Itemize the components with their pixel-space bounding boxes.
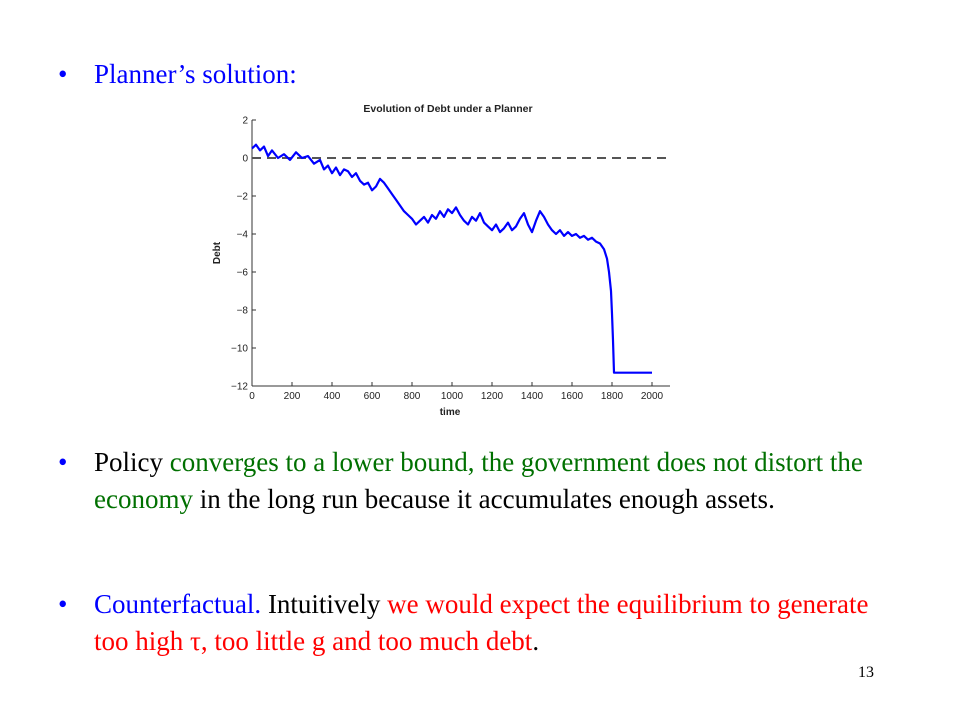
y-tick-label: 2 (242, 116, 248, 127)
x-ticks: 0 200 400 600 800 1000 1200 1400 1600 1800 2000 (249, 382, 664, 402)
bullet-text: Policy converges to a lower bound, the g… (94, 444, 878, 518)
bullet-dot: • (58, 447, 68, 477)
x-tick-label: 800 (404, 391, 421, 402)
counterfactual-word: Counterfactual. (94, 589, 262, 619)
y-tick-label: −6 (237, 268, 249, 279)
bullet-planners-solution: • Planner’s solution: (58, 56, 858, 93)
y-axis-label: Debt (212, 241, 223, 264)
debt-chart: Evolution of Debt under a Planner 2 0 −2 −4… (212, 103, 672, 418)
y-tick-label: −12 (231, 382, 248, 393)
bullet-dot: • (58, 589, 68, 619)
expectation-phrase: we would expect the equilibrium to gener… (94, 589, 869, 656)
x-tick-label: 200 (284, 391, 301, 402)
intuitively-word: Intuitively (261, 589, 388, 619)
x-tick-label: 400 (324, 391, 341, 402)
x-tick-label: 600 (364, 391, 381, 402)
x-tick-label: 1600 (561, 391, 584, 402)
converges-phrase: converges to a lower bound, the governme… (94, 447, 863, 514)
y-tick-label: 0 (242, 154, 248, 165)
plot-frame (251, 119, 671, 387)
bullet-policy: • Policy converges to a lower bound, the… (58, 444, 878, 518)
x-tick-label: 1400 (521, 391, 544, 402)
x-tick-label: 2000 (641, 391, 664, 402)
x-tick-label: 1800 (601, 391, 624, 402)
bullet-text: Counterfactual. Intuitively we would exp… (94, 586, 878, 660)
y-tick-label: −2 (237, 192, 249, 203)
y-tick-label: −4 (237, 230, 249, 241)
bullet-text: Planner’s solution: (94, 59, 297, 89)
x-tick-label: 1200 (481, 391, 504, 402)
chart-title: Evolution of Debt under a Planner (363, 103, 532, 115)
policy-word: Policy (94, 447, 170, 477)
x-axis-label: time (440, 407, 461, 418)
page-number: 13 (858, 664, 874, 681)
x-tick-label: 1000 (441, 391, 464, 402)
bullet-counterfactual: • Counterfactual. Intuitively we would e… (58, 586, 878, 660)
y-tick-label: −8 (237, 306, 249, 317)
y-tick-label: −10 (231, 344, 248, 355)
long-run-phrase: in the long run because it accumulates e… (192, 484, 775, 514)
bullet-dot: • (58, 59, 68, 89)
period: . (532, 626, 540, 656)
debt-series-line (251, 143, 652, 374)
x-tick-label: 0 (249, 391, 255, 402)
y-ticks: 2 0 −2 −4 −6 −8 −10 −12 (231, 116, 256, 393)
